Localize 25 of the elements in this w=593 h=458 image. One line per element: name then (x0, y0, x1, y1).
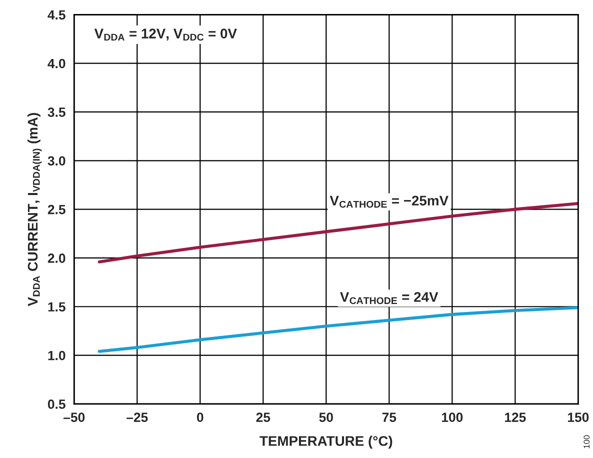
x-tick-label: 25 (256, 412, 270, 422)
y-tick-label: 4.5 (48, 10, 66, 20)
x-tick-label: 0 (196, 412, 204, 422)
x-tick-label: 75 (382, 412, 396, 422)
y-tick-label: 0.5 (48, 400, 66, 409)
y-tick-label: 2.0 (48, 254, 66, 263)
x-axis-title: TEMPERATURE (°C) (260, 436, 392, 449)
y-tick-label: 3.5 (48, 108, 66, 117)
text: 100 (584, 435, 590, 448)
x-tick-label: 150 (568, 412, 589, 422)
x-tick-label: 100 (442, 412, 463, 422)
y-tick-label: 1.0 (48, 350, 66, 360)
x-tick-label: 125 (504, 412, 526, 422)
x-tick-label: –25 (126, 412, 148, 422)
y-tick-label: 1.5 (48, 302, 66, 312)
y-tick-label: 2.5 (48, 204, 66, 214)
x-tick-label: –50 (64, 412, 85, 422)
y-tick-label: 4.0 (48, 58, 66, 68)
y-axis-title: V$_{DDA}$ CURRENT, I$_{VDDA(IN)}$ (mA) (27, 113, 42, 306)
annotation: V$_{DDA}$ = 12V, V$_{DDC}$ = 0V (94, 28, 237, 41)
y-tick-label: 3.0 (48, 156, 66, 166)
series-label: V$_{CATHODE}$ = 24V (340, 292, 438, 304)
line-series (98, 306, 578, 353)
x-tick-label: 50 (319, 412, 333, 422)
series-label: V$_{CATHODE}$ = −25mV (330, 196, 448, 208)
